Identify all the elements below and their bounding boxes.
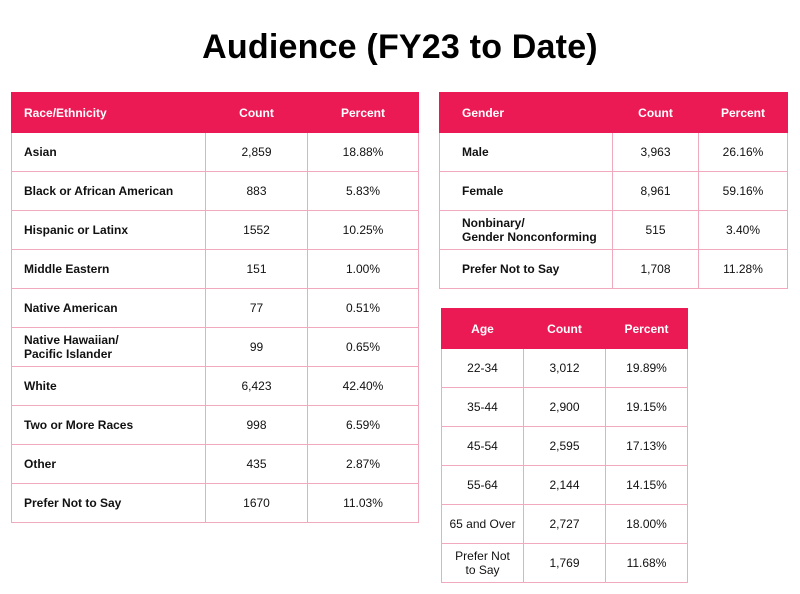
row-label: 35-44 (441, 387, 524, 427)
row-label: Two or More Races (11, 405, 206, 445)
percent-cell: 0.51% (307, 288, 419, 328)
percent-cell: 11.68% (605, 543, 688, 583)
percent-cell: 11.28% (698, 249, 788, 289)
count-cell: 3,963 (612, 132, 699, 172)
table-row: Prefer Not to Say 1,769 11.68% (441, 543, 688, 583)
table-row: 55-64 2,144 14.15% (441, 465, 688, 505)
row-label: Other (11, 444, 206, 484)
percent-cell: 6.59% (307, 405, 419, 445)
row-label: Prefer Not to Say (441, 543, 524, 583)
row-label: Black or African American (11, 171, 206, 211)
table-row: Asian 2,859 18.88% (11, 132, 419, 172)
gender-table: Gender Count Percent Male 3,963 26.16% Fema… (439, 92, 788, 289)
age-table: Age Count Percent 22-34 3,012 19.89% 35-44 2… (441, 308, 688, 583)
table-row: Hispanic or Latinx 1552 10.25% (11, 210, 419, 250)
column-header-gender: Gender (439, 92, 613, 133)
count-cell: 2,859 (205, 132, 308, 172)
column-header-count: Count (523, 308, 606, 349)
table-row: Prefer Not to Say 1,708 11.28% (439, 249, 788, 289)
row-label: 55-64 (441, 465, 524, 505)
table-row: Middle Eastern 151 1.00% (11, 249, 419, 289)
percent-cell: 18.88% (307, 132, 419, 172)
row-label: Native American (11, 288, 206, 328)
count-cell: 1670 (205, 483, 308, 523)
count-cell: 6,423 (205, 366, 308, 406)
count-cell: 2,144 (523, 465, 606, 505)
percent-cell: 19.89% (605, 348, 688, 388)
table-row: Native Hawaiian/ Pacific Islander 99 0.65% (11, 327, 419, 367)
column-header-count: Count (612, 92, 699, 133)
table-row: White 6,423 42.40% (11, 366, 419, 406)
row-label: Male (439, 132, 613, 172)
percent-cell: 18.00% (605, 504, 688, 544)
count-cell: 151 (205, 249, 308, 289)
row-label: White (11, 366, 206, 406)
row-label: Hispanic or Latinx (11, 210, 206, 250)
table-row: Female 8,961 59.16% (439, 171, 788, 211)
count-cell: 8,961 (612, 171, 699, 211)
table-row: Black or African American 883 5.83% (11, 171, 419, 211)
percent-cell: 11.03% (307, 483, 419, 523)
count-cell: 1,769 (523, 543, 606, 583)
percent-cell: 0.65% (307, 327, 419, 367)
column-header-percent: Percent (698, 92, 788, 133)
count-cell: 1552 (205, 210, 308, 250)
table-row: Prefer Not to Say 1670 11.03% (11, 483, 419, 523)
row-label: Prefer Not to Say (11, 483, 206, 523)
percent-cell: 26.16% (698, 132, 788, 172)
row-label: 65 and Over (441, 504, 524, 544)
table-row: 35-44 2,900 19.15% (441, 387, 688, 427)
table-header-row: Age Count Percent (441, 308, 688, 349)
count-cell: 998 (205, 405, 308, 445)
table-row: Male 3,963 26.16% (439, 132, 788, 172)
column-header-age: Age (441, 308, 524, 349)
race-ethnicity-table: Race/Ethnicity Count Percent Asian 2,859 1… (11, 92, 419, 523)
row-label: Female (439, 171, 613, 211)
percent-cell: 3.40% (698, 210, 788, 250)
percent-cell: 5.83% (307, 171, 419, 211)
table-row: Other 435 2.87% (11, 444, 419, 484)
row-label: 22-34 (441, 348, 524, 388)
percent-cell: 17.13% (605, 426, 688, 466)
count-cell: 2,727 (523, 504, 606, 544)
percent-cell: 14.15% (605, 465, 688, 505)
percent-cell: 1.00% (307, 249, 419, 289)
column-header-percent: Percent (307, 92, 419, 133)
column-header-count: Count (205, 92, 308, 133)
table-row: Native American 77 0.51% (11, 288, 419, 328)
count-cell: 435 (205, 444, 308, 484)
count-cell: 883 (205, 171, 308, 211)
percent-cell: 2.87% (307, 444, 419, 484)
row-label: Native Hawaiian/ Pacific Islander (11, 327, 206, 367)
table-row: Nonbinary/ Gender Nonconforming 515 3.40% (439, 210, 788, 250)
row-label: Middle Eastern (11, 249, 206, 289)
column-header-percent: Percent (605, 308, 688, 349)
count-cell: 77 (205, 288, 308, 328)
count-cell: 2,595 (523, 426, 606, 466)
percent-cell: 59.16% (698, 171, 788, 211)
column-header-race-ethnicity: Race/Ethnicity (11, 92, 206, 133)
row-label: Nonbinary/ Gender Nonconforming (439, 210, 613, 250)
percent-cell: 10.25% (307, 210, 419, 250)
table-row: 22-34 3,012 19.89% (441, 348, 688, 388)
table-row: 65 and Over 2,727 18.00% (441, 504, 688, 544)
count-cell: 515 (612, 210, 699, 250)
table-header-row: Gender Count Percent (439, 92, 788, 133)
row-label: 45-54 (441, 426, 524, 466)
table-row: Two or More Races 998 6.59% (11, 405, 419, 445)
row-label: Prefer Not to Say (439, 249, 613, 289)
percent-cell: 42.40% (307, 366, 419, 406)
count-cell: 99 (205, 327, 308, 367)
row-label: Asian (11, 132, 206, 172)
table-header-row: Race/Ethnicity Count Percent (11, 92, 419, 133)
table-row: 45-54 2,595 17.13% (441, 426, 688, 466)
count-cell: 2,900 (523, 387, 606, 427)
count-cell: 1,708 (612, 249, 699, 289)
page-title: Audience (FY23 to Date) (202, 28, 598, 66)
percent-cell: 19.15% (605, 387, 688, 427)
count-cell: 3,012 (523, 348, 606, 388)
